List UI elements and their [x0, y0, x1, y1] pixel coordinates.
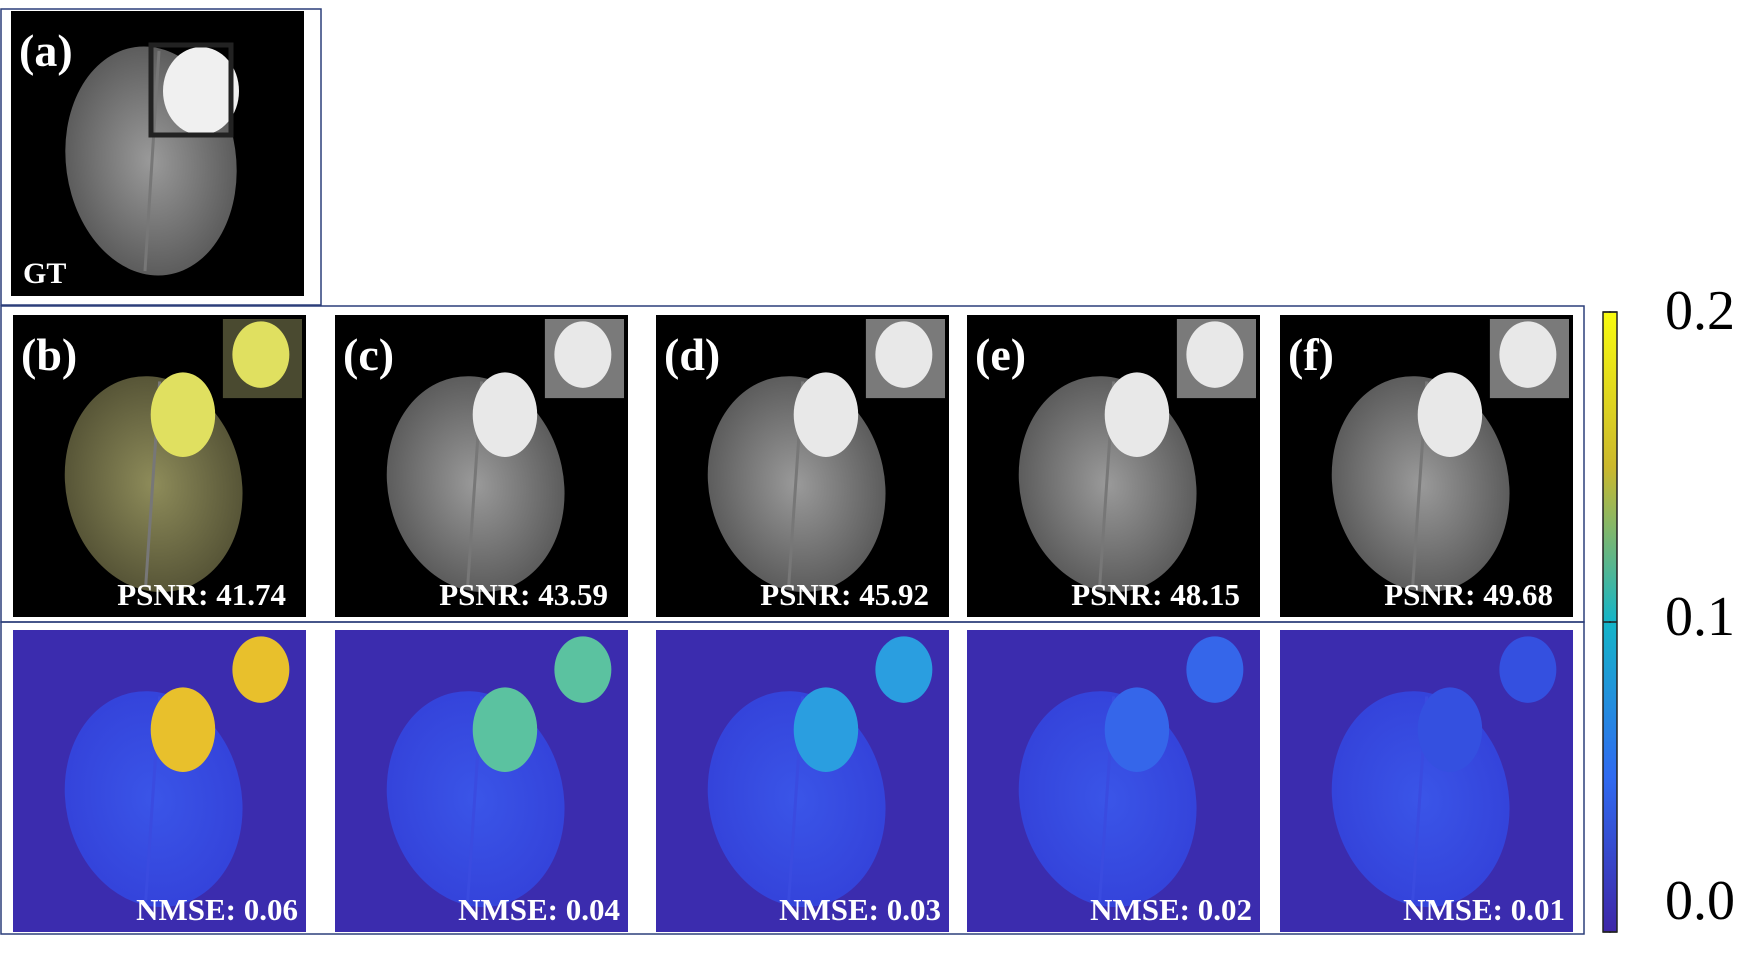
nmse: NMSE: 0.03: [779, 892, 941, 927]
tumor: [1417, 687, 1483, 772]
panel-label: (d): [664, 329, 720, 380]
inset-tumor: [1186, 636, 1244, 703]
tumor: [472, 687, 538, 772]
frame: [0, 621, 1585, 935]
panel: (a) GT: [11, 11, 304, 296]
tumor: [1104, 687, 1170, 772]
nmse: NMSE: 0.01: [1403, 892, 1565, 927]
inset-tumor: [232, 636, 290, 703]
nmse: NMSE: 0.06: [136, 892, 298, 927]
inset-tumor: [554, 636, 612, 703]
tumor: [163, 47, 239, 135]
caption: GT: [23, 257, 66, 290]
nmse: NMSE: 0.02: [1090, 892, 1252, 927]
tumor: [150, 687, 216, 772]
psnr: PSNR: 48.15: [1071, 577, 1240, 612]
inset-tumor: [875, 321, 933, 388]
tumor: [793, 372, 859, 457]
inset-tumor: [1186, 321, 1244, 388]
psnr: PSNR: 43.59: [439, 577, 608, 612]
tumor: [472, 372, 538, 457]
zoom-box: [148, 42, 234, 138]
inset-tumor: [875, 636, 933, 703]
tumor: [1104, 372, 1170, 457]
psnr: PSNR: 45.92: [760, 577, 929, 612]
panel: (e) PSNR: 48.15 NMSE: 0.02: [967, 315, 1260, 932]
inset-tumor: [1499, 636, 1557, 703]
colorbar-tick-label: 0.2: [1665, 280, 1735, 342]
panel-label: (f): [1288, 329, 1334, 380]
panel: (c) PSNR: 43.59 NMSE: 0.04: [335, 315, 628, 932]
inset-tumor: [1499, 321, 1557, 388]
tumor: [1417, 372, 1483, 457]
panel-label: (a): [19, 25, 73, 76]
midline: [143, 50, 161, 272]
tumor: [150, 372, 216, 457]
panel-label: (b): [21, 329, 77, 380]
inset-tumor: [232, 321, 290, 388]
inset-tumor: [554, 321, 612, 388]
panel-label: (e): [975, 329, 1026, 380]
colorbar-tick-label: 0.1: [1665, 586, 1735, 648]
psnr: PSNR: 41.74: [117, 577, 286, 612]
nmse: NMSE: 0.04: [458, 892, 620, 927]
panel: (d) PSNR: 45.92 NMSE: 0.03: [656, 315, 949, 932]
frame: [0, 8, 322, 306]
psnr: PSNR: 49.68: [1384, 577, 1553, 612]
colorbar: 0.0 0.1 0.2: [1602, 280, 1735, 933]
colorbar-tick-label: 0.0: [1665, 870, 1735, 932]
panel: (f) PSNR: 49.68 NMSE: 0.01: [1280, 315, 1573, 932]
panel-label: (c): [343, 329, 394, 380]
panel: (b) PSNR: 41.74 NMSE: 0.06: [13, 315, 306, 932]
tumor: [793, 687, 859, 772]
